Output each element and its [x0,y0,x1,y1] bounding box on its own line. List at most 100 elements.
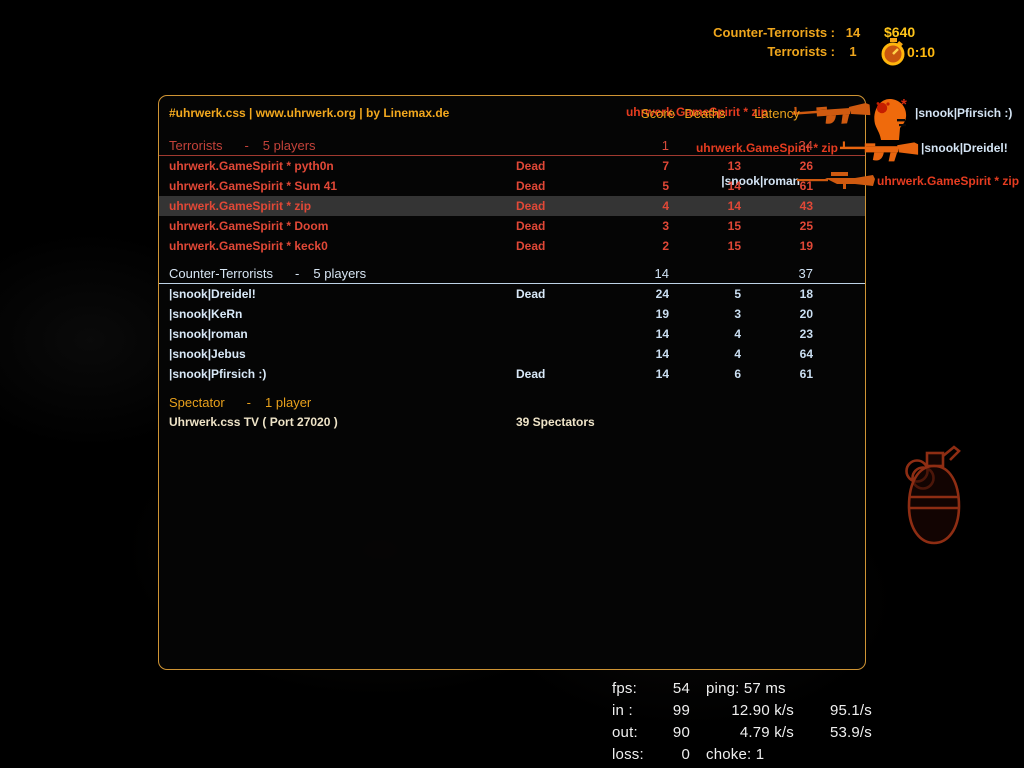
netgraph: fps: 54 ping: 57 ms in :99 12.90 k/s 95.1/s … [612,677,872,765]
player-deaths: 6 [734,367,741,381]
player-status: Dead [516,287,546,301]
player-deaths: 4 [734,327,741,341]
t-round-score-value: 1 [849,44,857,59]
player-deaths: 14 [727,199,741,213]
t-round-score-label: Terrorists : [767,44,835,59]
netgraph-line: in : 99 12.90 k/s 95.1/s [612,699,872,721]
player-latency: 61 [799,179,813,193]
team-header-spectator: Spectator -1 player [159,392,865,412]
team-name: Terrorists [169,138,223,153]
killfeed-killer: uhrwerk.GameSpirit * zip [625,105,768,119]
netgraph-value: choke: 1 [706,745,765,763]
netgraph-value: 12.90 k/s [731,701,794,719]
player-row[interactable]: |snook|Dreidel! Dead 24 5 18 [159,284,865,304]
player-deaths: 5 [734,287,741,301]
stopwatch-icon [881,38,905,66]
player-name: |snook|Dreidel! [169,287,256,301]
netgraph-line: fps: 54 ping: 57 ms [612,677,872,699]
player-row[interactable]: uhrwerk.GameSpirit * pyth0n Dead 7 13 26 [159,156,865,176]
player-latency: 19 [799,239,813,253]
player-name: |snook|roman [169,327,248,341]
team-dash: - [246,394,251,410]
column-header-deaths: Deaths [684,105,726,121]
player-score: 24 [655,287,669,301]
scoreboard-panel: #uhrwerk.css | www.uhrwerk.org | by Line… [158,95,866,670]
team-score: 1 [661,138,669,153]
team-player-count: 5 players [313,266,367,281]
killfeed-killer: uhrwerk.GameSpirit * zip [695,141,838,155]
spectator-row[interactable]: Uhrwerk.css TV ( Port 27020 ) 39 Spectat… [159,412,865,432]
player-row[interactable]: uhrwerk.GameSpirit * keck0 Dead 2 15 19 [159,236,865,256]
netgraph-value: 0 [681,745,690,763]
netgraph-line: loss: 0 choke: 1 [612,743,872,765]
column-header-latency: Latency [754,105,800,121]
team-score: 14 [654,266,669,281]
team-player-count: 5 players [262,138,316,153]
player-name: |snook|KeRn [169,307,243,321]
player-name: uhrwerk.GameSpirit * keck0 [169,239,328,253]
team-name: Counter-Terrorists [169,266,274,281]
ak47-icon [791,103,871,124]
netgraph-label: out: [612,723,638,741]
player-score: 2 [662,239,669,253]
player-latency: 61 [799,367,813,381]
player-name: uhrwerk.GameSpirit * zip [169,199,312,213]
player-latency: 20 [799,307,813,321]
player-latency: 26 [799,159,813,173]
netgraph-value: 53.9/s [829,723,872,741]
server-title: #uhrwerk.css | www.uhrwerk.org | by Line… [169,106,450,120]
player-name: uhrwerk.GameSpirit * Doom [169,219,329,233]
player-score: 7 [662,159,669,173]
netgraph-value: 54 [672,679,690,697]
player-deaths: 15 [727,239,741,253]
ct-round-score-value: 14 [845,25,861,40]
player-row[interactable]: |snook|KeRn 19 3 20 [159,304,865,324]
scoreboard-header-row: #uhrwerk.css | www.uhrwerk.org | by Line… [159,103,865,123]
netgraph-value: 95.1/s [829,701,872,719]
headshot-mark: * [901,96,907,113]
player-deaths: 14 [727,179,741,193]
killfeed-victim: uhrwerk.GameSpirit * zip [877,174,1020,188]
player-row[interactable]: uhrwerk.GameSpirit * Doom Dead 3 15 25 [159,216,865,236]
player-latency: 64 [799,347,813,361]
team-header-counter-terrorists: Counter-Terrorists -5 players 14 37 [159,264,865,284]
scout-sniper-icon [797,172,875,189]
player-score: 14 [655,347,669,361]
ak47-icon [840,141,919,162]
player-status: Dead [516,219,546,233]
player-status: Dead [516,239,546,253]
player-score: 14 [655,367,669,381]
player-row[interactable]: |snook|Pfirsich :) Dead 14 6 61 [159,364,865,384]
team-latency: 34 [798,138,813,153]
money-amount: $640 [884,24,916,40]
spectator-count: 39 Spectators [516,415,595,429]
headshot-icon [874,98,907,140]
killfeed-killer: |snook|roman [721,174,800,188]
player-score: 3 [662,219,669,233]
spectator-name: Uhrwerk.css TV ( Port 27020 ) [169,415,338,429]
killfeed-victim: |snook|Pfirsich :) [915,106,1013,120]
team-dash: - [244,138,249,153]
netgraph-label: in : [612,701,633,719]
player-row[interactable]: uhrwerk.GameSpirit * Sum 41 Dead 5 14 61 [159,176,865,196]
player-row-highlighted[interactable]: uhrwerk.GameSpirit * zip Dead 4 14 43 [159,196,865,216]
netgraph-label: fps: [612,679,637,697]
player-score: 14 [655,327,669,341]
team-header-terrorists: Terrorists -5 players 1 34 [159,136,865,156]
player-name: |snook|Pfirsich :) [169,367,267,381]
player-score: 19 [655,307,669,321]
netgraph-value: ping: 57 ms [706,679,786,697]
player-row[interactable]: |snook|roman 14 4 23 [159,324,865,344]
player-row[interactable]: |snook|Jebus 14 4 64 [159,344,865,364]
player-deaths: 3 [734,307,741,321]
player-latency: 23 [799,327,813,341]
player-latency: 18 [799,287,813,301]
killfeed-victim: |snook|Dreidel! [921,141,1008,155]
player-deaths: 13 [727,159,741,173]
he-grenade-icon [905,445,961,545]
player-latency: 25 [799,219,813,233]
team-name: Spectator [169,394,225,410]
ct-round-score-label: Counter-Terrorists : [713,25,835,40]
player-latency: 43 [799,199,813,213]
player-score: 4 [662,199,669,213]
